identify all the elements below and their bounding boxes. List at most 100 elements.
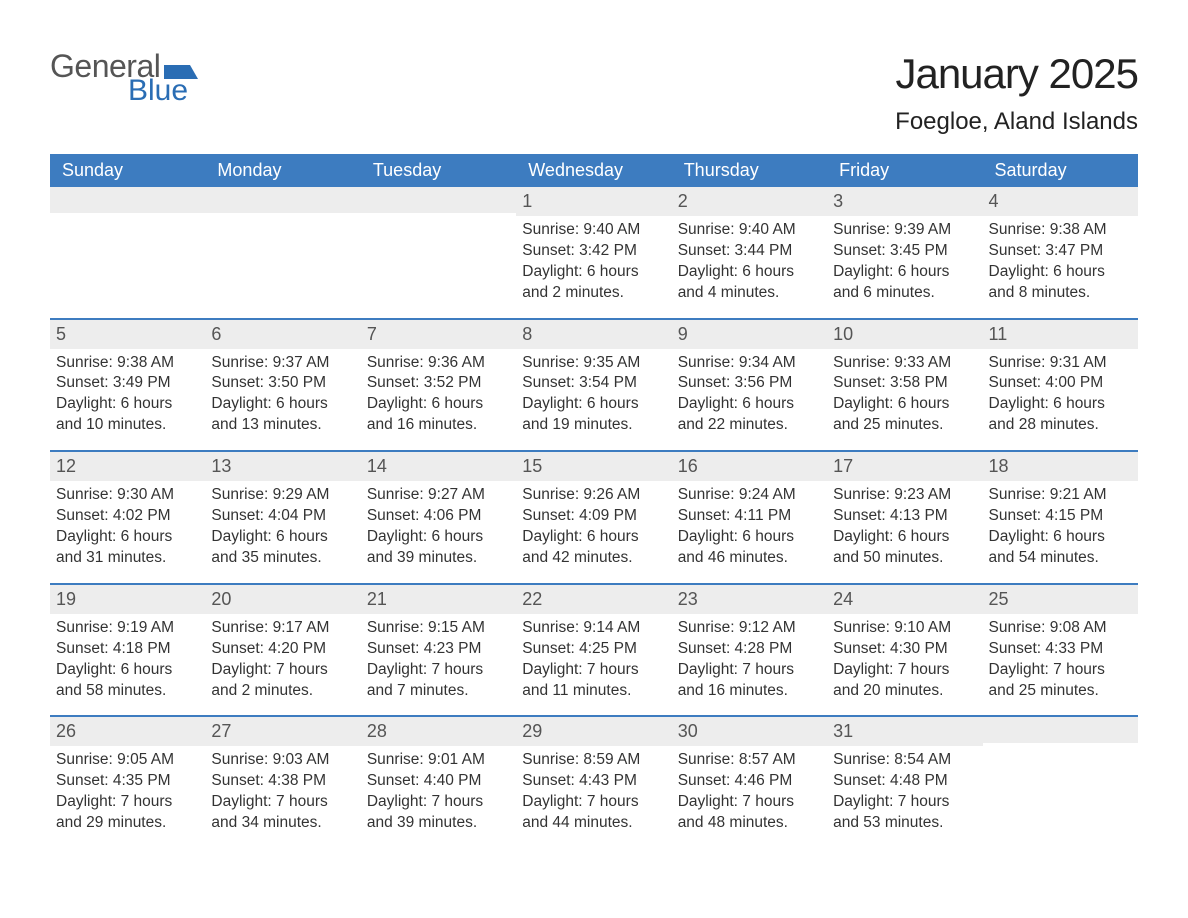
daylight-text: Daylight: 6 hours <box>367 394 510 415</box>
daylight-text: Daylight: 6 hours <box>678 262 821 283</box>
day-number-row: 26 <box>50 717 205 746</box>
sunrise-text: Sunrise: 9:34 AM <box>678 353 821 374</box>
daylight-text: Daylight: 7 hours <box>56 792 199 813</box>
sunrise-text: Sunrise: 9:17 AM <box>211 618 354 639</box>
calendar-day <box>983 717 1138 848</box>
calendar-day: 10Sunrise: 9:33 AMSunset: 3:58 PMDayligh… <box>827 320 982 451</box>
day-number: 31 <box>833 721 853 741</box>
day-number-row: 24 <box>827 585 982 614</box>
logo-text-blue: Blue <box>128 76 198 106</box>
day-number-row: 1 <box>516 187 671 216</box>
daylight-text: and 19 minutes. <box>522 415 665 436</box>
sunset-text: Sunset: 3:42 PM <box>522 241 665 262</box>
calendar-day <box>361 187 516 318</box>
daylight-text: and 42 minutes. <box>522 548 665 569</box>
sunset-text: Sunset: 4:48 PM <box>833 771 976 792</box>
daylight-text: and 31 minutes. <box>56 548 199 569</box>
sunset-text: Sunset: 3:52 PM <box>367 373 510 394</box>
sunset-text: Sunset: 3:56 PM <box>678 373 821 394</box>
calendar-day: 1Sunrise: 9:40 AMSunset: 3:42 PMDaylight… <box>516 187 671 318</box>
calendar-day: 15Sunrise: 9:26 AMSunset: 4:09 PMDayligh… <box>516 452 671 583</box>
day-number-row: 20 <box>205 585 360 614</box>
logo: General Blue <box>50 50 198 106</box>
day-number: 25 <box>989 589 1009 609</box>
calendar-week: 12Sunrise: 9:30 AMSunset: 4:02 PMDayligh… <box>50 450 1138 583</box>
calendar-day: 12Sunrise: 9:30 AMSunset: 4:02 PMDayligh… <box>50 452 205 583</box>
day-number: 12 <box>56 456 76 476</box>
calendar-day: 16Sunrise: 9:24 AMSunset: 4:11 PMDayligh… <box>672 452 827 583</box>
day-number: 6 <box>211 324 221 344</box>
sunrise-text: Sunrise: 9:31 AM <box>989 353 1132 374</box>
sunrise-text: Sunrise: 9:37 AM <box>211 353 354 374</box>
daylight-text: Daylight: 6 hours <box>522 527 665 548</box>
day-number-row: 15 <box>516 452 671 481</box>
sunset-text: Sunset: 4:28 PM <box>678 639 821 660</box>
weekday-header: Friday <box>827 154 982 187</box>
sunset-text: Sunset: 4:46 PM <box>678 771 821 792</box>
calendar-day: 13Sunrise: 9:29 AMSunset: 4:04 PMDayligh… <box>205 452 360 583</box>
daylight-text: and 25 minutes. <box>833 415 976 436</box>
day-number: 28 <box>367 721 387 741</box>
day-number-row: 18 <box>983 452 1138 481</box>
daylight-text: and 13 minutes. <box>211 415 354 436</box>
sunrise-text: Sunrise: 9:19 AM <box>56 618 199 639</box>
day-number-row: 2 <box>672 187 827 216</box>
calendar-day: 24Sunrise: 9:10 AMSunset: 4:30 PMDayligh… <box>827 585 982 716</box>
daylight-text: Daylight: 6 hours <box>367 527 510 548</box>
daylight-text: Daylight: 7 hours <box>211 660 354 681</box>
day-number: 24 <box>833 589 853 609</box>
calendar-day: 17Sunrise: 9:23 AMSunset: 4:13 PMDayligh… <box>827 452 982 583</box>
sunrise-text: Sunrise: 9:24 AM <box>678 485 821 506</box>
calendar-week: 19Sunrise: 9:19 AMSunset: 4:18 PMDayligh… <box>50 583 1138 716</box>
sunrise-text: Sunrise: 9:12 AM <box>678 618 821 639</box>
sunrise-text: Sunrise: 9:38 AM <box>56 353 199 374</box>
daylight-text: and 11 minutes. <box>522 681 665 702</box>
sunset-text: Sunset: 4:15 PM <box>989 506 1132 527</box>
daylight-text: and 35 minutes. <box>211 548 354 569</box>
daylight-text: and 54 minutes. <box>989 548 1132 569</box>
daylight-text: Daylight: 7 hours <box>833 660 976 681</box>
daylight-text: Daylight: 6 hours <box>833 262 976 283</box>
sunrise-text: Sunrise: 8:59 AM <box>522 750 665 771</box>
day-number-row: 17 <box>827 452 982 481</box>
calendar-day: 4Sunrise: 9:38 AMSunset: 3:47 PMDaylight… <box>983 187 1138 318</box>
weekday-header: Thursday <box>672 154 827 187</box>
daylight-text: Daylight: 7 hours <box>989 660 1132 681</box>
day-number-row: 10 <box>827 320 982 349</box>
daylight-text: Daylight: 7 hours <box>522 660 665 681</box>
calendar-week: 1Sunrise: 9:40 AMSunset: 3:42 PMDaylight… <box>50 187 1138 318</box>
day-number: 13 <box>211 456 231 476</box>
day-number: 10 <box>833 324 853 344</box>
calendar-day: 23Sunrise: 9:12 AMSunset: 4:28 PMDayligh… <box>672 585 827 716</box>
daylight-text: and 39 minutes. <box>367 813 510 834</box>
daylight-text: and 10 minutes. <box>56 415 199 436</box>
sunset-text: Sunset: 4:13 PM <box>833 506 976 527</box>
day-number-row: 19 <box>50 585 205 614</box>
sunset-text: Sunset: 3:44 PM <box>678 241 821 262</box>
sunrise-text: Sunrise: 9:05 AM <box>56 750 199 771</box>
day-number-row: 30 <box>672 717 827 746</box>
daylight-text: and 29 minutes. <box>56 813 199 834</box>
day-number: 26 <box>56 721 76 741</box>
sunset-text: Sunset: 4:06 PM <box>367 506 510 527</box>
sunrise-text: Sunrise: 9:21 AM <box>989 485 1132 506</box>
calendar-day: 20Sunrise: 9:17 AMSunset: 4:20 PMDayligh… <box>205 585 360 716</box>
day-number-row: 21 <box>361 585 516 614</box>
day-number-row: 3 <box>827 187 982 216</box>
day-number-row: 28 <box>361 717 516 746</box>
calendar-day: 31Sunrise: 8:54 AMSunset: 4:48 PMDayligh… <box>827 717 982 848</box>
weekday-header: Tuesday <box>361 154 516 187</box>
daylight-text: and 48 minutes. <box>678 813 821 834</box>
sunset-text: Sunset: 4:04 PM <box>211 506 354 527</box>
sunset-text: Sunset: 3:45 PM <box>833 241 976 262</box>
sunset-text: Sunset: 3:54 PM <box>522 373 665 394</box>
daylight-text: Daylight: 6 hours <box>211 527 354 548</box>
daylight-text: Daylight: 6 hours <box>833 527 976 548</box>
sunset-text: Sunset: 4:00 PM <box>989 373 1132 394</box>
day-number: 22 <box>522 589 542 609</box>
sunrise-text: Sunrise: 9:01 AM <box>367 750 510 771</box>
daylight-text: Daylight: 7 hours <box>367 792 510 813</box>
day-number: 14 <box>367 456 387 476</box>
day-number-row: 31 <box>827 717 982 746</box>
sunset-text: Sunset: 4:35 PM <box>56 771 199 792</box>
